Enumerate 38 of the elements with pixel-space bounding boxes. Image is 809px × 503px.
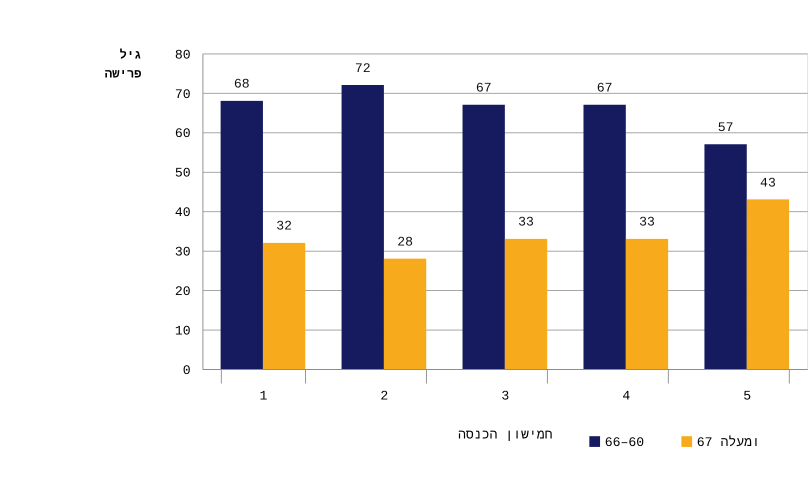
bar (704, 144, 747, 370)
bar (583, 104, 626, 370)
y-tick-label: 80 (174, 47, 191, 62)
bar (262, 242, 306, 370)
x-tick-label: 5 (743, 388, 752, 404)
data-label: 33 (518, 214, 534, 230)
y-tick-label: 30 (174, 244, 191, 260)
x-axis-title: חמישון הכנסה (458, 428, 553, 443)
bar (462, 104, 505, 370)
data-label: 67 (476, 80, 492, 96)
bar (746, 199, 790, 370)
bar (384, 258, 426, 370)
x-tick-label: 2 (380, 388, 388, 404)
bar (626, 238, 668, 370)
y-axis-title: גיל פרישה (104, 48, 142, 82)
data-label: 32 (276, 218, 292, 234)
data-label: 72 (354, 60, 371, 76)
legend-label: 67 ומעלה (696, 434, 760, 450)
y-tick-label: 50 (174, 166, 191, 181)
data-label: 68 (234, 76, 250, 92)
y-tick-label: 40 (174, 205, 191, 220)
x-tick-label: 1 (259, 388, 268, 404)
y-tick-label: 20 (174, 284, 191, 299)
y-tick-label: 0 (182, 362, 191, 378)
bar (504, 238, 548, 370)
data-label: 57 (718, 120, 734, 136)
x-tick-label: 3 (501, 388, 510, 404)
data-label: 28 (397, 234, 414, 250)
bar (342, 85, 384, 370)
y-tick-label: 10 (174, 323, 191, 338)
x-tick-label: 4 (622, 388, 630, 404)
y-tick-label: 70 (174, 86, 191, 102)
data-label: 33 (639, 214, 655, 230)
legend-label: 66–60 (604, 434, 644, 450)
data-label: 43 (760, 175, 776, 190)
bar (220, 100, 263, 370)
y-tick-label: 60 (174, 126, 191, 142)
data-label: 67 (596, 80, 613, 96)
